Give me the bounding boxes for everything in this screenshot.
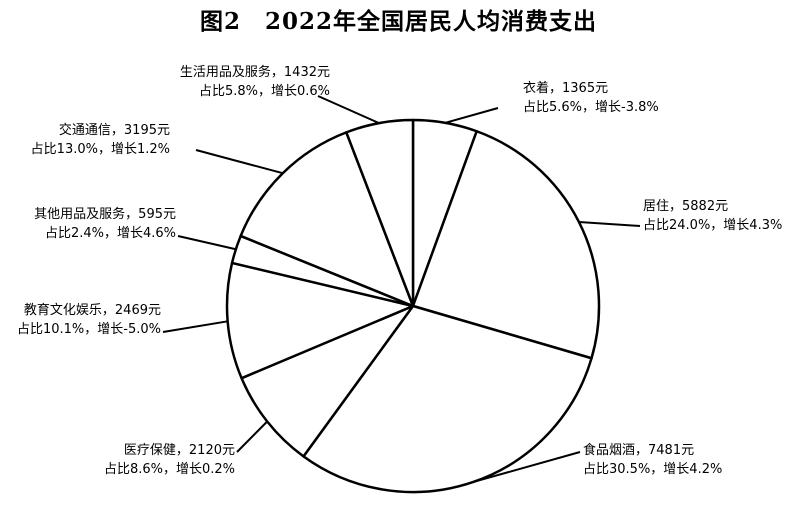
slice-label: 其他用品及服务，595元 [34, 206, 176, 222]
slice-share-label: 占比5.6%，增长-3.8% [523, 100, 659, 115]
slice-share-label: 占比2.4%，增长4.6% [45, 226, 176, 241]
pie-slice [411, 130, 601, 360]
leader-line [317, 95, 380, 125]
slice-label: 教育文化娱乐，2469元 [24, 302, 161, 318]
leader-line [236, 420, 268, 453]
slice-share-label: 占比10.1%，增长-5.0% [17, 322, 161, 337]
leader-line [445, 107, 499, 124]
leader-line [177, 235, 237, 251]
slice-label: 生活用品及服务，1432元 [180, 64, 330, 80]
slice-label: 食品烟酒，7481元 [583, 442, 694, 458]
slice-share-label: 占比5.8%，增长0.6% [199, 84, 330, 99]
slice-label: 医疗保健，2120元 [124, 443, 235, 458]
slice-label: 衣着，1365元 [523, 80, 608, 96]
pie-slice [225, 261, 415, 380]
slice-share-label: 占比24.0%，增长4.3% [643, 218, 782, 233]
pie-slice [240, 304, 415, 458]
leader-line [195, 149, 284, 175]
slice-share-label: 占比30.5%，增长4.2% [583, 462, 722, 477]
leader-line [472, 451, 581, 484]
chart-title: 图2 2022年全国居民人均消费支出 [199, 8, 598, 35]
slice-label: 居住，5882元 [643, 199, 728, 214]
leader-line [578, 221, 641, 227]
slice-share-label: 占比13.0%，增长1.2% [31, 142, 170, 157]
pie-slice [345, 118, 415, 308]
slice-label: 交通通信，3195元 [59, 122, 170, 138]
leader-line [162, 320, 228, 333]
slice-share-label: 占比8.6%，增长0.2% [104, 462, 235, 477]
